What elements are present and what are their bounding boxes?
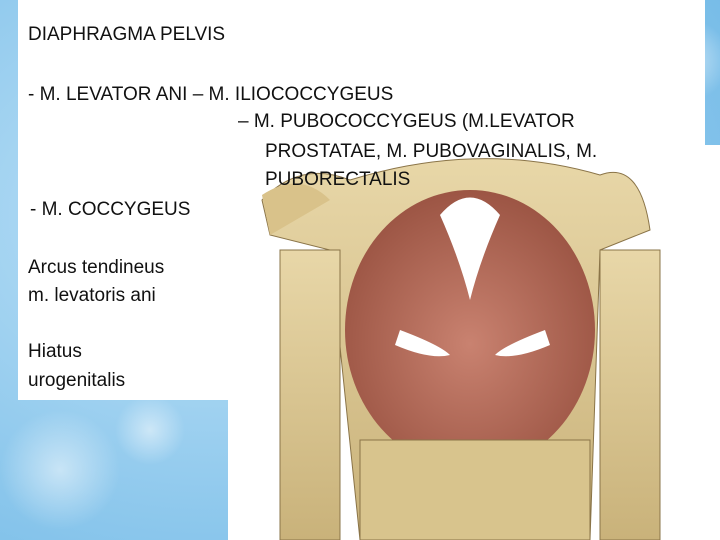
text-line: urogenitalis	[28, 370, 126, 391]
text-line: m. levatoris ani	[28, 285, 156, 306]
text-line: Arcus tendineus	[28, 257, 165, 278]
slide-title: DIAPHRAGMA PELVIS	[28, 24, 226, 45]
text-line: – M. PUBOCOCCYGEUS (M.LEVATOR	[238, 111, 575, 132]
pelvis-illustration	[228, 145, 720, 540]
text-line: - M. COCCYGEUS	[30, 199, 191, 220]
text-line: Hiatus	[28, 341, 82, 362]
text-line: - M. LEVATOR ANI – M. ILIOCOCCYGEUS	[28, 84, 394, 105]
text-line: PUBORECTALIS	[265, 169, 411, 190]
text-line: PROSTATAE, M. PUBOVAGINALIS, M.	[265, 141, 598, 162]
